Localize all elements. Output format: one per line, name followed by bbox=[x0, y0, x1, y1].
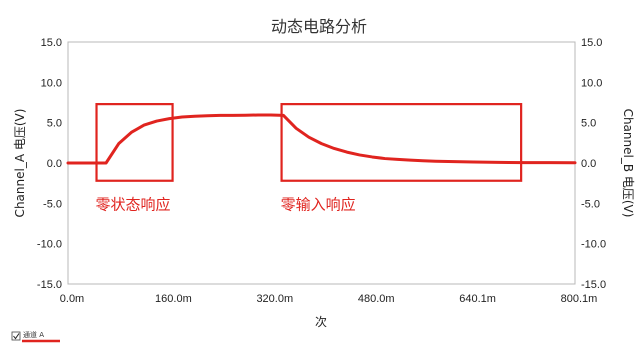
annotation-label: 零状态响应 bbox=[96, 196, 171, 214]
x-axis-ticks: 0.0m 160.0m 320.0m 480.0m 640.1m 800.1m bbox=[60, 293, 598, 305]
x-tick-label: 160.0m bbox=[155, 293, 192, 305]
x-tick-label: 0.0m bbox=[60, 293, 84, 305]
series-layer bbox=[66, 113, 577, 165]
y-axis-left-ticks: 15.0 10.0 5.0 0.0 -5.0 -10.0 -15.0 bbox=[37, 37, 62, 291]
checkbox-icon[interactable] bbox=[11, 331, 21, 341]
x-tick-label: 320.0m bbox=[256, 293, 293, 305]
y-tick-label-left: -10.0 bbox=[37, 239, 62, 251]
y-tick-label-right: 15.0 bbox=[581, 37, 602, 49]
x-tick-label: 480.0m bbox=[358, 293, 395, 305]
y-tick-label-right: 0.0 bbox=[581, 158, 596, 170]
x-tick-label: 640.1m bbox=[459, 293, 496, 305]
y-tick-label-right: 10.0 bbox=[581, 77, 602, 89]
y-tick-label-left: 5.0 bbox=[47, 118, 62, 130]
checkmark-icon bbox=[13, 333, 20, 340]
y-tick-label-left: -5.0 bbox=[43, 198, 62, 210]
x-tick-label: 800.1m bbox=[561, 293, 598, 305]
y-tick-label-left: 10.0 bbox=[41, 77, 62, 89]
y-tick-label-right: -10.0 bbox=[581, 239, 606, 251]
series-line bbox=[66, 113, 577, 165]
annotation-box bbox=[95, 103, 174, 182]
y-axis-left-label: Channel_A 电压(V) bbox=[13, 109, 27, 218]
legend-label: 通道 A bbox=[23, 330, 44, 339]
y-tick-label-left: 0.0 bbox=[47, 158, 62, 170]
chart-title: 动态电路分析 bbox=[271, 17, 367, 36]
y-tick-label-left: -15.0 bbox=[37, 279, 62, 291]
y-tick-label-right: 5.0 bbox=[581, 118, 596, 130]
annotation-layer: 零状态响应 零输入响应 bbox=[95, 103, 523, 214]
y-tick-label-left: 15.0 bbox=[41, 37, 62, 49]
annotation-box bbox=[280, 103, 523, 182]
y-tick-label-right: -15.0 bbox=[581, 279, 606, 291]
x-axis-label: 次 bbox=[315, 315, 327, 329]
y-axis-right-label: Channel_B 电压(V) bbox=[621, 109, 635, 218]
annotation-label: 零输入响应 bbox=[281, 196, 356, 214]
legend[interactable]: 通道 A bbox=[11, 330, 60, 343]
y-axis-right-ticks: 15.0 10.0 5.0 0.0 -5.0 -10.0 -15.0 bbox=[581, 37, 606, 291]
y-tick-label-right: -5.0 bbox=[581, 198, 600, 210]
